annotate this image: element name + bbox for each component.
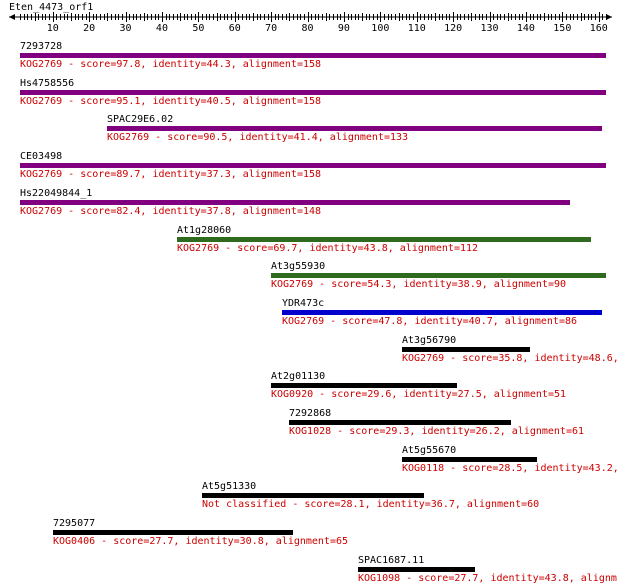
kog-link[interactable]: KOG2769 [20, 169, 63, 180]
hit-stats: - score=28.5, identity=43.2, [444, 463, 619, 474]
hit-description: KOG2769 - score=90.5, identity=41.4, ali… [107, 132, 408, 143]
hit-description: KOG2769 - score=47.8, identity=40.7, ali… [282, 316, 577, 327]
hit-stats: - score=29.3, identity=26.2, alignment=6… [331, 426, 585, 437]
sequence-ruler: Eten_4473_orf1 10 20 30 40 50 60 70 80 90 100 110 1… [9, 2, 612, 34]
kog-link[interactable]: KOG0920 [271, 389, 314, 400]
ruler-ticks: 10 20 30 40 50 60 70 80 90 100 110 120 130 140 150 160 [20, 12, 608, 34]
kog-link[interactable]: KOG2769 [402, 353, 445, 364]
hit-description: KOG2769 - score=35.8, identity=48.6, [402, 353, 619, 364]
hit-alignment-bar[interactable] [271, 273, 606, 278]
ruler-left-arrow-icon [9, 14, 15, 20]
hit-description: KOG1098 - score=27.7, identity=43.8, ali… [358, 573, 617, 584]
kog-link[interactable]: KOG1028 [289, 426, 332, 437]
hit-name: Hs22049844_1 [20, 188, 93, 199]
hit-stats: - score=29.6, identity=27.5, alignment=5… [313, 389, 567, 400]
hit-stats: - score=82.4, identity=37.8, alignment=1… [62, 206, 322, 217]
hit-description: KOG0406 - score=27.7, identity=30.8, ali… [53, 536, 348, 547]
hit-stats: - score=95.1, identity=40.5, alignment=1… [62, 96, 322, 107]
hit-name: At5g55670 [402, 445, 457, 456]
kog-link[interactable]: Not classified [202, 499, 287, 510]
kog-link[interactable]: KOG2769 [20, 59, 63, 70]
kog-link[interactable]: KOG2769 [271, 279, 314, 290]
ruler-tick-label: 120 [444, 23, 462, 34]
ruler-right-arrow-icon [606, 14, 612, 20]
hit-alignment-bar[interactable] [20, 163, 606, 168]
hit-alignment-bar[interactable] [20, 90, 606, 95]
kog-link[interactable]: KOG0406 [53, 536, 96, 547]
hit-description: KOG2769 - score=89.7, identity=37.3, ali… [20, 169, 321, 180]
hit-name: 7293728 [20, 41, 63, 52]
ruler-tick-label: 30 [120, 23, 132, 34]
ruler-tick-label: 160 [590, 23, 608, 34]
hit-description: Not classified - score=28.1, identity=36… [202, 499, 539, 510]
kog-link[interactable]: KOG0118 [402, 463, 445, 474]
hit-stats: - score=35.8, identity=48.6, [444, 353, 619, 364]
hit-description: KOG2769 - score=69.7, identity=43.8, ali… [177, 243, 478, 254]
kog-link[interactable]: KOG2769 [20, 206, 63, 217]
ruler-tick-label: 140 [517, 23, 535, 34]
hit-alignment-bar[interactable] [358, 567, 475, 572]
hit-alignment-bar[interactable] [402, 457, 537, 462]
hit-alignment-bar[interactable] [53, 530, 293, 535]
hit-stats: - score=97.8, identity=44.3, alignment=1… [62, 59, 322, 70]
hit-name: SPAC29E6.02 [107, 114, 174, 125]
ruler-tick-label: 60 [229, 23, 241, 34]
kog-link[interactable]: KOG2769 [282, 316, 325, 327]
hit-name: Hs4758556 [20, 78, 75, 89]
kog-link[interactable]: KOG2769 [177, 243, 220, 254]
hit-name: At3g55930 [271, 261, 326, 272]
hit-name: At5g51330 [202, 481, 257, 492]
hit-description: KOG2769 - score=82.4, identity=37.8, ali… [20, 206, 321, 217]
hit-name: At1g28060 [177, 225, 232, 236]
ruler-tick-label: 80 [302, 23, 314, 34]
hit-alignment-bar[interactable] [289, 420, 511, 425]
hit-stats: - score=90.5, identity=41.4, alignment=1… [149, 132, 409, 143]
hit-stats: - score=27.7, identity=43.8, alignm [400, 573, 617, 584]
ruler-tick-label: 50 [192, 23, 204, 34]
hit-name: CE03498 [20, 151, 63, 162]
ruler-tick-label: 70 [265, 23, 277, 34]
ruler-tick-label: 20 [83, 23, 95, 34]
query-title: Eten_4473_orf1 [9, 2, 93, 13]
hit-name: 7292868 [289, 408, 332, 419]
hit-stats: - score=47.8, identity=40.7, alignment=8… [324, 316, 578, 327]
hit-stats: - score=28.1, identity=36.7, alignment=6… [286, 499, 540, 510]
hit-stats: - score=27.7, identity=30.8, alignment=6… [95, 536, 349, 547]
hit-alignment-bar[interactable] [177, 237, 591, 242]
hit-name: At3g56790 [402, 335, 457, 346]
kog-link[interactable]: KOG1098 [358, 573, 401, 584]
hit-description: KOG2769 - score=54.3, identity=38.9, ali… [271, 279, 566, 290]
ruler-tick-label: 150 [553, 23, 571, 34]
ruler-tick-label: 90 [338, 23, 350, 34]
ruler-tick-label: 110 [408, 23, 426, 34]
hit-alignment-bar[interactable] [20, 200, 570, 205]
hit-alignment-bar[interactable] [20, 53, 606, 58]
hit-alignment-bar[interactable] [107, 126, 602, 131]
hit-description: KOG2769 - score=97.8, identity=44.3, ali… [20, 59, 321, 70]
hit-alignment-bar[interactable] [271, 383, 457, 388]
ruler-tick-label: 130 [480, 23, 498, 34]
ruler-tick-label: 10 [47, 23, 59, 34]
hit-alignment-bar[interactable] [282, 310, 602, 315]
hit-description: KOG2769 - score=95.1, identity=40.5, ali… [20, 96, 321, 107]
hit-alignment-bar[interactable] [402, 347, 530, 352]
hit-stats: - score=69.7, identity=43.8, alignment=1… [219, 243, 479, 254]
ruler-tick-label: 40 [156, 23, 168, 34]
hit-description: KOG1028 - score=29.3, identity=26.2, ali… [289, 426, 584, 437]
hit-stats: - score=89.7, identity=37.3, alignment=1… [62, 169, 322, 180]
kog-link[interactable]: KOG2769 [107, 132, 150, 143]
hit-name: At2g01130 [271, 371, 326, 382]
hit-name: 7295077 [53, 518, 96, 529]
hit-description: KOG0118 - score=28.5, identity=43.2, [402, 463, 619, 474]
hit-alignment-bar[interactable] [202, 493, 424, 498]
hit-name: YDR473c [282, 298, 325, 309]
ruler-tick-label: 100 [371, 23, 389, 34]
hit-name: SPAC1687.11 [358, 555, 425, 566]
hit-stats: - score=54.3, identity=38.9, alignment=9… [313, 279, 567, 290]
kog-link[interactable]: KOG2769 [20, 96, 63, 107]
hit-description: KOG0920 - score=29.6, identity=27.5, ali… [271, 389, 566, 400]
